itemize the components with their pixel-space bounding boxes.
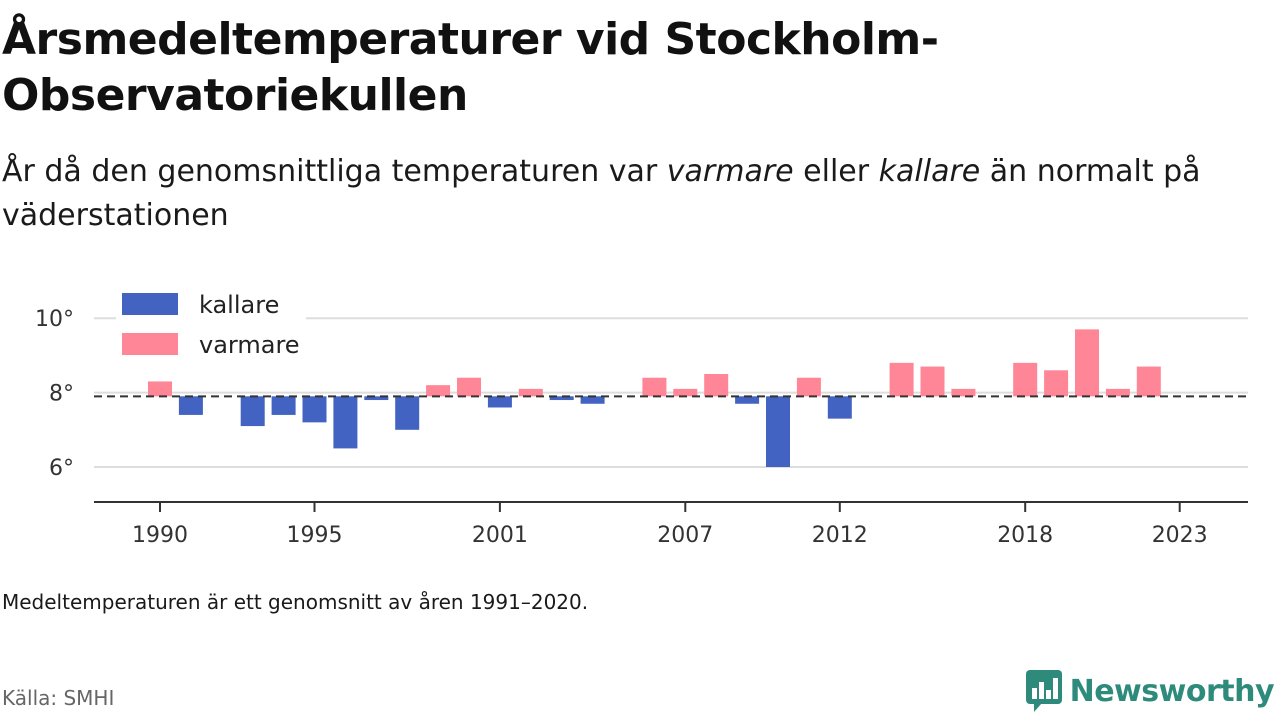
bar-2016 (951, 388, 976, 397)
bar-2008 (704, 374, 729, 397)
y-tick-label: 10° (35, 307, 74, 332)
bar-1999 (426, 385, 451, 397)
x-tick-label: 1990 (132, 523, 188, 548)
bar-2006 (642, 377, 667, 397)
chart-subtitle: År då den genomsnittliga temperaturen va… (2, 150, 1262, 238)
bar-2004 (580, 396, 605, 404)
x-tick-label: 2012 (812, 523, 868, 548)
y-tick-label: 6° (49, 456, 74, 481)
legend-label-varmare: varmare (199, 331, 300, 359)
newsworthy-logo: Newsworthy (1025, 670, 1275, 712)
legend-swatch-kallare (122, 293, 178, 315)
bar-1995 (302, 396, 327, 423)
legend-swatch-varmare (122, 333, 178, 355)
bar-2012 (827, 396, 852, 419)
bar-2011 (796, 377, 821, 397)
bar-2007 (673, 388, 698, 397)
subtitle-part-1: År då den genomsnittliga temperaturen va… (2, 154, 667, 189)
bar-2000 (457, 377, 481, 397)
bar-2010 (766, 396, 790, 467)
bar-1996 (333, 396, 358, 449)
bar-2002 (518, 388, 543, 397)
y-tick-label: 8° (49, 382, 74, 407)
bar-1994 (271, 396, 296, 415)
x-tick-label: 1995 (287, 523, 343, 548)
bar-2001 (487, 396, 512, 408)
bar-1993 (240, 396, 265, 427)
bar-chart: 6° 8° 10° 1990 1995 2001 2007 2012 2018 2023 kalla… (35, 289, 1248, 548)
subtitle-part-2: eller (793, 154, 879, 189)
x-tick-label: 2007 (657, 523, 713, 548)
source-credit: Källa: SMHI (2, 686, 115, 710)
bar-1997 (364, 396, 389, 401)
subtitle-warm-word: varmare (666, 154, 794, 189)
bar-2018 (1013, 362, 1038, 397)
bar-1991 (178, 396, 203, 415)
x-tick-label: 2001 (472, 523, 528, 548)
bar-2003 (549, 396, 574, 401)
bar-2022 (1136, 366, 1161, 397)
x-tick-label: 2018 (997, 523, 1053, 548)
chart-note: Medeltemperaturen är ett genomsnitt av å… (2, 590, 589, 614)
bar-2015 (920, 366, 945, 397)
subtitle-cold-word: kallare (878, 154, 981, 189)
bar-2014 (889, 362, 914, 397)
subtitle-part-3: än normalt på väderstationen (2, 154, 1201, 233)
legend-label-kallare: kallare (199, 291, 279, 319)
chart-title: Årsmedeltemperaturer vid Stockholm-Obser… (2, 14, 939, 121)
bar-2020 (1075, 329, 1099, 397)
bar-1990 (148, 381, 172, 397)
bar-chart-speech-bubble-icon (1025, 670, 1062, 712)
bar-2019 (1044, 370, 1069, 397)
bar-1998 (395, 396, 420, 430)
bar-2021 (1105, 388, 1130, 397)
x-tick-label: 2023 (1152, 523, 1208, 548)
bar-2009 (735, 396, 760, 404)
brand-name: Newsworthy (1069, 673, 1275, 709)
